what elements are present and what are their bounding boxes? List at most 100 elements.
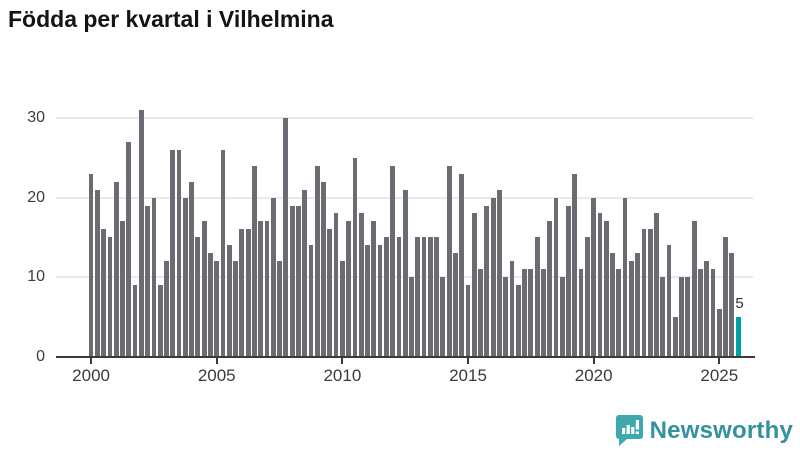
bar-quarter-39: [333, 213, 339, 357]
bar-quarter-88: [641, 229, 647, 357]
bar-quarter-50: [402, 190, 408, 357]
x-axis-label-2010: 2010: [323, 366, 362, 385]
bar-quarter-19: [208, 253, 213, 357]
y-axis-label-0: 0: [36, 348, 45, 365]
bar-quarter-61: [471, 213, 477, 357]
bar-quarter-10: [151, 198, 157, 357]
bar-quarter-76: [566, 206, 571, 357]
bar-quarter-26: [252, 166, 257, 357]
bar-quarter-28: [264, 221, 270, 357]
bar-quarter-18: [201, 221, 207, 357]
bar-quarter-32: [289, 206, 295, 357]
bar-quarter-25: [245, 229, 251, 357]
bar-quarter-34: [302, 190, 308, 357]
bar-quarter-51: [409, 277, 414, 357]
bar-quarter-44: [365, 245, 370, 357]
x-axis-label-2005: 2005: [197, 366, 236, 385]
bar-quarter-69: [522, 269, 527, 357]
bar-quarter-90: [654, 213, 659, 357]
bar-quarter-54: [427, 237, 433, 357]
bar-quarter-14: [176, 150, 182, 357]
bar-quarter-85: [622, 198, 628, 357]
bar-quarter-64: [490, 198, 496, 357]
bar-quarter-2: [101, 229, 107, 357]
bar-quarter-46: [377, 245, 383, 357]
bar-quarter-80: [591, 198, 597, 357]
bar-quarter-87: [635, 253, 641, 357]
bar-quarter-36: [314, 166, 320, 357]
bar-quarter-15: [182, 198, 188, 357]
bar-quarter-4: [113, 182, 119, 357]
bar-quarter-89: [647, 229, 653, 357]
bar-quarter-21: [220, 150, 226, 357]
bar-quarter-13: [170, 150, 176, 357]
bar-quarter-22: [226, 245, 232, 357]
bar-quarter-68: [515, 285, 521, 357]
bar-quarter-16: [189, 182, 194, 357]
x-axis-label-2020: 2020: [574, 366, 613, 385]
bar-quarter-97: [698, 269, 703, 357]
bar-quarter-101: [723, 237, 728, 357]
bar-quarter-41: [346, 221, 352, 357]
x-axis-tick-2000: [90, 358, 93, 364]
bar-quarter-62: [478, 269, 483, 357]
newsworthy-logo-text: Newsworthy: [649, 416, 793, 444]
x-axis-tick-2005: [215, 358, 218, 364]
bar-quarter-24: [239, 229, 245, 357]
bar-quarter-0: [88, 174, 94, 357]
bar-quarter-60: [465, 285, 471, 357]
bar-quarter-38: [327, 229, 333, 357]
bar-quarter-77: [572, 174, 578, 357]
bar-quarter-92: [666, 245, 672, 357]
bar-quarter-55: [434, 237, 439, 357]
bar-quarter-17: [195, 237, 201, 357]
bar-quarter-45: [371, 221, 377, 357]
bar-quarter-35: [308, 245, 314, 357]
bar-quarter-23: [233, 261, 238, 357]
bar-quarter-75: [559, 277, 565, 357]
bar-quarter-30: [277, 261, 282, 357]
bar-quarter-66: [503, 277, 509, 357]
bar-quarter-79: [584, 237, 590, 357]
bar-quarter-102: [729, 253, 735, 357]
bar-quarter-98: [704, 261, 710, 357]
x-axis-line: [56, 356, 755, 358]
bar-quarter-42: [352, 158, 358, 357]
bar-quarter-83: [610, 253, 615, 357]
x-axis-tick-2025: [718, 358, 721, 364]
bar-quarter-40: [339, 261, 345, 357]
bar-quarter-56: [440, 277, 446, 357]
x-axis-label-2015: 2015: [449, 366, 487, 385]
x-axis-label-2025: 2025: [700, 366, 739, 385]
bar-quarter-94: [679, 277, 684, 357]
y-axis-label-10: 10: [27, 268, 45, 286]
bar-quarter-48: [390, 166, 396, 357]
newsworthy-logo: Newsworthy: [615, 415, 793, 446]
bar-quarter-70: [528, 269, 534, 357]
x-axis-tick-2015: [467, 358, 470, 364]
bar-quarter-84: [616, 269, 622, 357]
bar-quarter-86: [628, 261, 634, 357]
highlight-value-label: 5: [735, 295, 744, 312]
gridline-30: [56, 116, 753, 119]
bar-quarter-63: [484, 206, 490, 357]
bar-quarter-72: [541, 269, 546, 357]
newsworthy-logo-icon: [615, 415, 643, 446]
bar-quarter-37: [321, 182, 326, 357]
bar-quarter-59: [459, 174, 465, 357]
bar-quarter-47: [383, 237, 389, 357]
bar-quarter-73: [547, 221, 553, 357]
bar-quarter-53: [421, 237, 427, 357]
bar-quarter-95: [685, 277, 691, 357]
x-axis-tick-2010: [341, 358, 344, 364]
bar-quarter-65: [497, 190, 502, 357]
bar-quarter-67: [509, 261, 515, 357]
bar-quarter-81: [597, 213, 603, 357]
bar-quarter-7: [132, 285, 138, 357]
bar-quarter-33: [296, 206, 301, 357]
bar-quarter-100: [716, 309, 722, 357]
bar-quarter-78: [578, 269, 584, 357]
bar-highlight-latest-quarter: [735, 317, 741, 357]
